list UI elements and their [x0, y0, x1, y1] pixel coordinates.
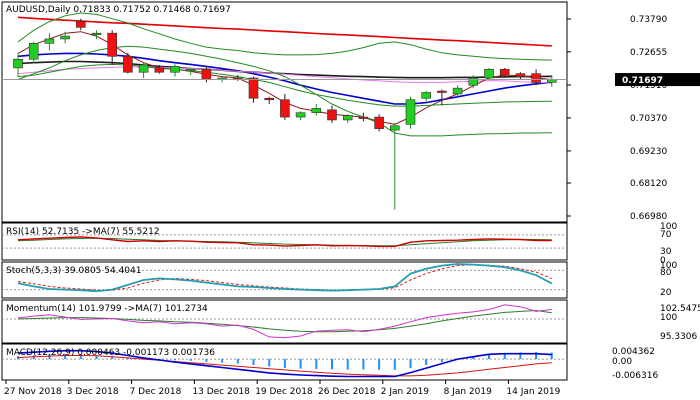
momentum-line [17, 304, 552, 339]
candle-body [138, 64, 149, 73]
stochastic-panel-frame [1, 261, 568, 299]
stoch-tick-20: 20 [660, 288, 672, 298]
candle-body [515, 73, 526, 77]
macd-tick-low: -0.006316 [612, 371, 658, 381]
rsi-panel: RSI(14) 52.7135 ->MA(7) 55.5212 100 70 3… [1, 222, 677, 266]
candle-body [13, 58, 23, 69]
candle-body [374, 116, 384, 129]
price-panel-title: AUDUSD,Daily 0.71833 0.71752 0.71468 0.7… [6, 5, 231, 15]
candle-body [123, 56, 133, 73]
overlay-line [17, 16, 552, 47]
candle-body [405, 99, 416, 125]
date-axis: 27 Nov 2018 3 Dec 2018 7 Dec 2018 13 Dec 20… [4, 380, 561, 397]
momentum-tick-low: 95.3306 [660, 332, 697, 342]
candle-body [327, 109, 337, 121]
candle-body [421, 92, 432, 99]
candle-body [342, 115, 353, 121]
momentum-panel: Momentum(14) 101.9799 ->MA(7) 101.2734 1… [1, 299, 700, 344]
stoch-d-line [17, 264, 552, 291]
stoch-tick-80: 80 [660, 268, 672, 278]
candle-body [201, 69, 212, 80]
candle-body [295, 112, 306, 118]
rsi-level-30: 30 [660, 247, 672, 257]
overlay-line [17, 60, 552, 79]
candle-body [389, 125, 400, 131]
overlay-line [17, 66, 552, 84]
stoch-tick-100: 100 [660, 261, 677, 271]
candle-body [28, 42, 39, 60]
date-label: 14 Jan 2019 [506, 387, 560, 397]
date-label: 19 Dec 2018 [255, 387, 313, 397]
date-label: 8 Jan 2019 [444, 387, 492, 397]
candle-body [91, 32, 102, 35]
price-tick-label: 0.69230 [630, 147, 667, 157]
stochastic-panel: Stoch(5,3,3) 39.0805 54.4041 100 80 20 [1, 261, 677, 299]
macd-panel-frame [1, 343, 568, 381]
rsi-panel-frame [1, 222, 568, 261]
stoch-k-line [17, 263, 553, 293]
date-label: 7 Dec 2018 [130, 387, 182, 397]
candle-body [76, 21, 86, 28]
momentum-tick-100: 100 [660, 313, 677, 323]
macd-signal-line [17, 355, 552, 377]
candle-body [358, 116, 369, 119]
date-label: 3 Dec 2018 [67, 387, 119, 397]
candle-body [311, 108, 322, 114]
date-label: 27 Nov 2018 [4, 387, 62, 397]
candle-body [154, 67, 165, 73]
candle-body [280, 99, 290, 118]
price-panel-frame [1, 1, 568, 223]
current-price-label: 0.71697 [622, 76, 663, 86]
rsi-line [17, 236, 552, 248]
candle-body [248, 77, 259, 99]
date-label: 2 Jan 2019 [381, 387, 429, 397]
price-panel: AUDUSD,Daily 0.71833 0.71752 0.71468 0.7… [1, 1, 700, 223]
candle-body [499, 69, 510, 76]
price-tick-label: 0.73790 [630, 15, 667, 25]
candle-body [264, 97, 275, 101]
price-tick-label: 0.68120 [630, 179, 667, 189]
momentum-panel-frame [1, 299, 568, 344]
rsi-tick-0: 0 [660, 256, 666, 266]
candle-body [185, 69, 196, 72]
candle-body [60, 35, 70, 40]
candle-body [484, 69, 494, 79]
rsi-tick-100: 100 [660, 222, 677, 232]
rsi-label: RSI(14) 52.7135 ->MA(7) 55.5212 [6, 227, 160, 237]
candle-body [452, 87, 463, 95]
price-tick-label: 0.72655 [630, 48, 667, 58]
candle-body [107, 32, 117, 57]
current-price-box [615, 73, 700, 87]
rsi-ma-line [17, 237, 552, 247]
momentum-tick-high: 102.5475 [660, 304, 700, 314]
date-label: 26 Dec 2018 [318, 387, 376, 397]
macd-tick-zero: 0.00 [612, 357, 632, 367]
overlay-line [17, 45, 552, 137]
rsi-level-70: 70 [660, 230, 672, 240]
macd-panel: MACD(12,26,9) 0.000463 -0.001173 0.00173… [1, 343, 658, 381]
candle-body [437, 90, 447, 93]
candle-body [531, 73, 541, 83]
candle-body [468, 77, 479, 86]
macd-line [17, 349, 552, 378]
macd-tick-high: 0.004362 [612, 347, 655, 357]
overlay-line [17, 12, 552, 61]
date-label: 13 Dec 2018 [192, 387, 250, 397]
price-tick-label: 0.70370 [630, 114, 667, 124]
overlay-line [17, 63, 552, 107]
macd-label: MACD(12,26,9) 0.000463 -0.001173 0.00173… [6, 348, 215, 358]
price-tick-label: 0.66980 [630, 212, 667, 222]
stochastic-label: Stoch(5,3,3) 39.0805 54.4041 [6, 266, 141, 276]
candle-body [170, 66, 180, 73]
candle-body [44, 38, 55, 44]
momentum-label: Momentum(14) 101.9799 ->MA(7) 101.2734 [6, 304, 208, 314]
overlay-line [17, 52, 552, 105]
